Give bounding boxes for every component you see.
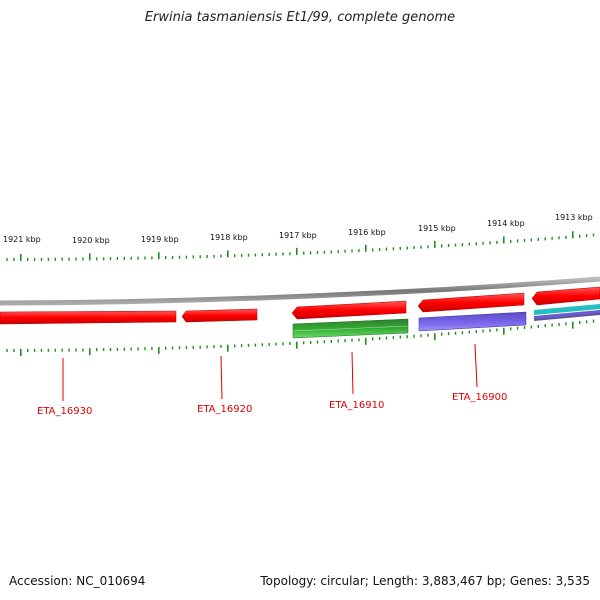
scale-ticks-bottom xyxy=(6,319,595,356)
feature-green-highlight xyxy=(292,325,409,332)
gene-feature-eta16930[interactable] xyxy=(0,310,177,325)
genome-summary-text: Topology: circular; Length: 3,883,467 bp… xyxy=(260,574,590,588)
accession-text: Accession: NC_010694 xyxy=(9,574,146,588)
scale-label-1915: 1915 kbp xyxy=(418,224,456,233)
scale-label-1920: 1920 kbp xyxy=(72,236,110,245)
scale-label-1921: 1921 kbp xyxy=(3,235,41,244)
feature-cyan-bar[interactable] xyxy=(534,304,600,315)
scale-label-1913: 1913 kbp xyxy=(555,213,593,222)
leader-line-eta16900 xyxy=(474,343,478,388)
scale-label-1919: 1919 kbp xyxy=(141,235,179,244)
gene-label-eta16920[interactable]: ETA_16920 xyxy=(197,404,252,415)
scale-label-1918: 1918 kbp xyxy=(210,233,248,242)
gene-label-eta16910[interactable]: ETA_16910 xyxy=(329,400,384,411)
feature-grey-line-edge xyxy=(533,313,600,321)
scale-label-1917: 1917 kbp xyxy=(279,231,317,240)
gene-label-eta16930[interactable]: ETA_16930 xyxy=(37,406,92,417)
gene-feature-eta16920[interactable] xyxy=(181,308,258,323)
feature-purple-bar[interactable] xyxy=(418,311,527,332)
scale-label-1914: 1914 kbp xyxy=(487,219,525,228)
leader-line-eta16910 xyxy=(351,351,354,395)
genome-backbone xyxy=(0,276,600,306)
leader-line-eta16920 xyxy=(220,355,223,400)
gene-feature-eta16900[interactable] xyxy=(417,292,525,313)
genome-title: Erwinia tasmaniensis Et1/99, complete ge… xyxy=(144,10,456,25)
gene-feature-eta16910[interactable] xyxy=(291,300,407,320)
gene-label-eta16900[interactable]: ETA_16900 xyxy=(452,392,507,403)
gene-feature-next[interactable] xyxy=(531,286,600,306)
scale-label-1916: 1916 kbp xyxy=(348,228,386,237)
scale-ticks-top xyxy=(6,231,595,261)
